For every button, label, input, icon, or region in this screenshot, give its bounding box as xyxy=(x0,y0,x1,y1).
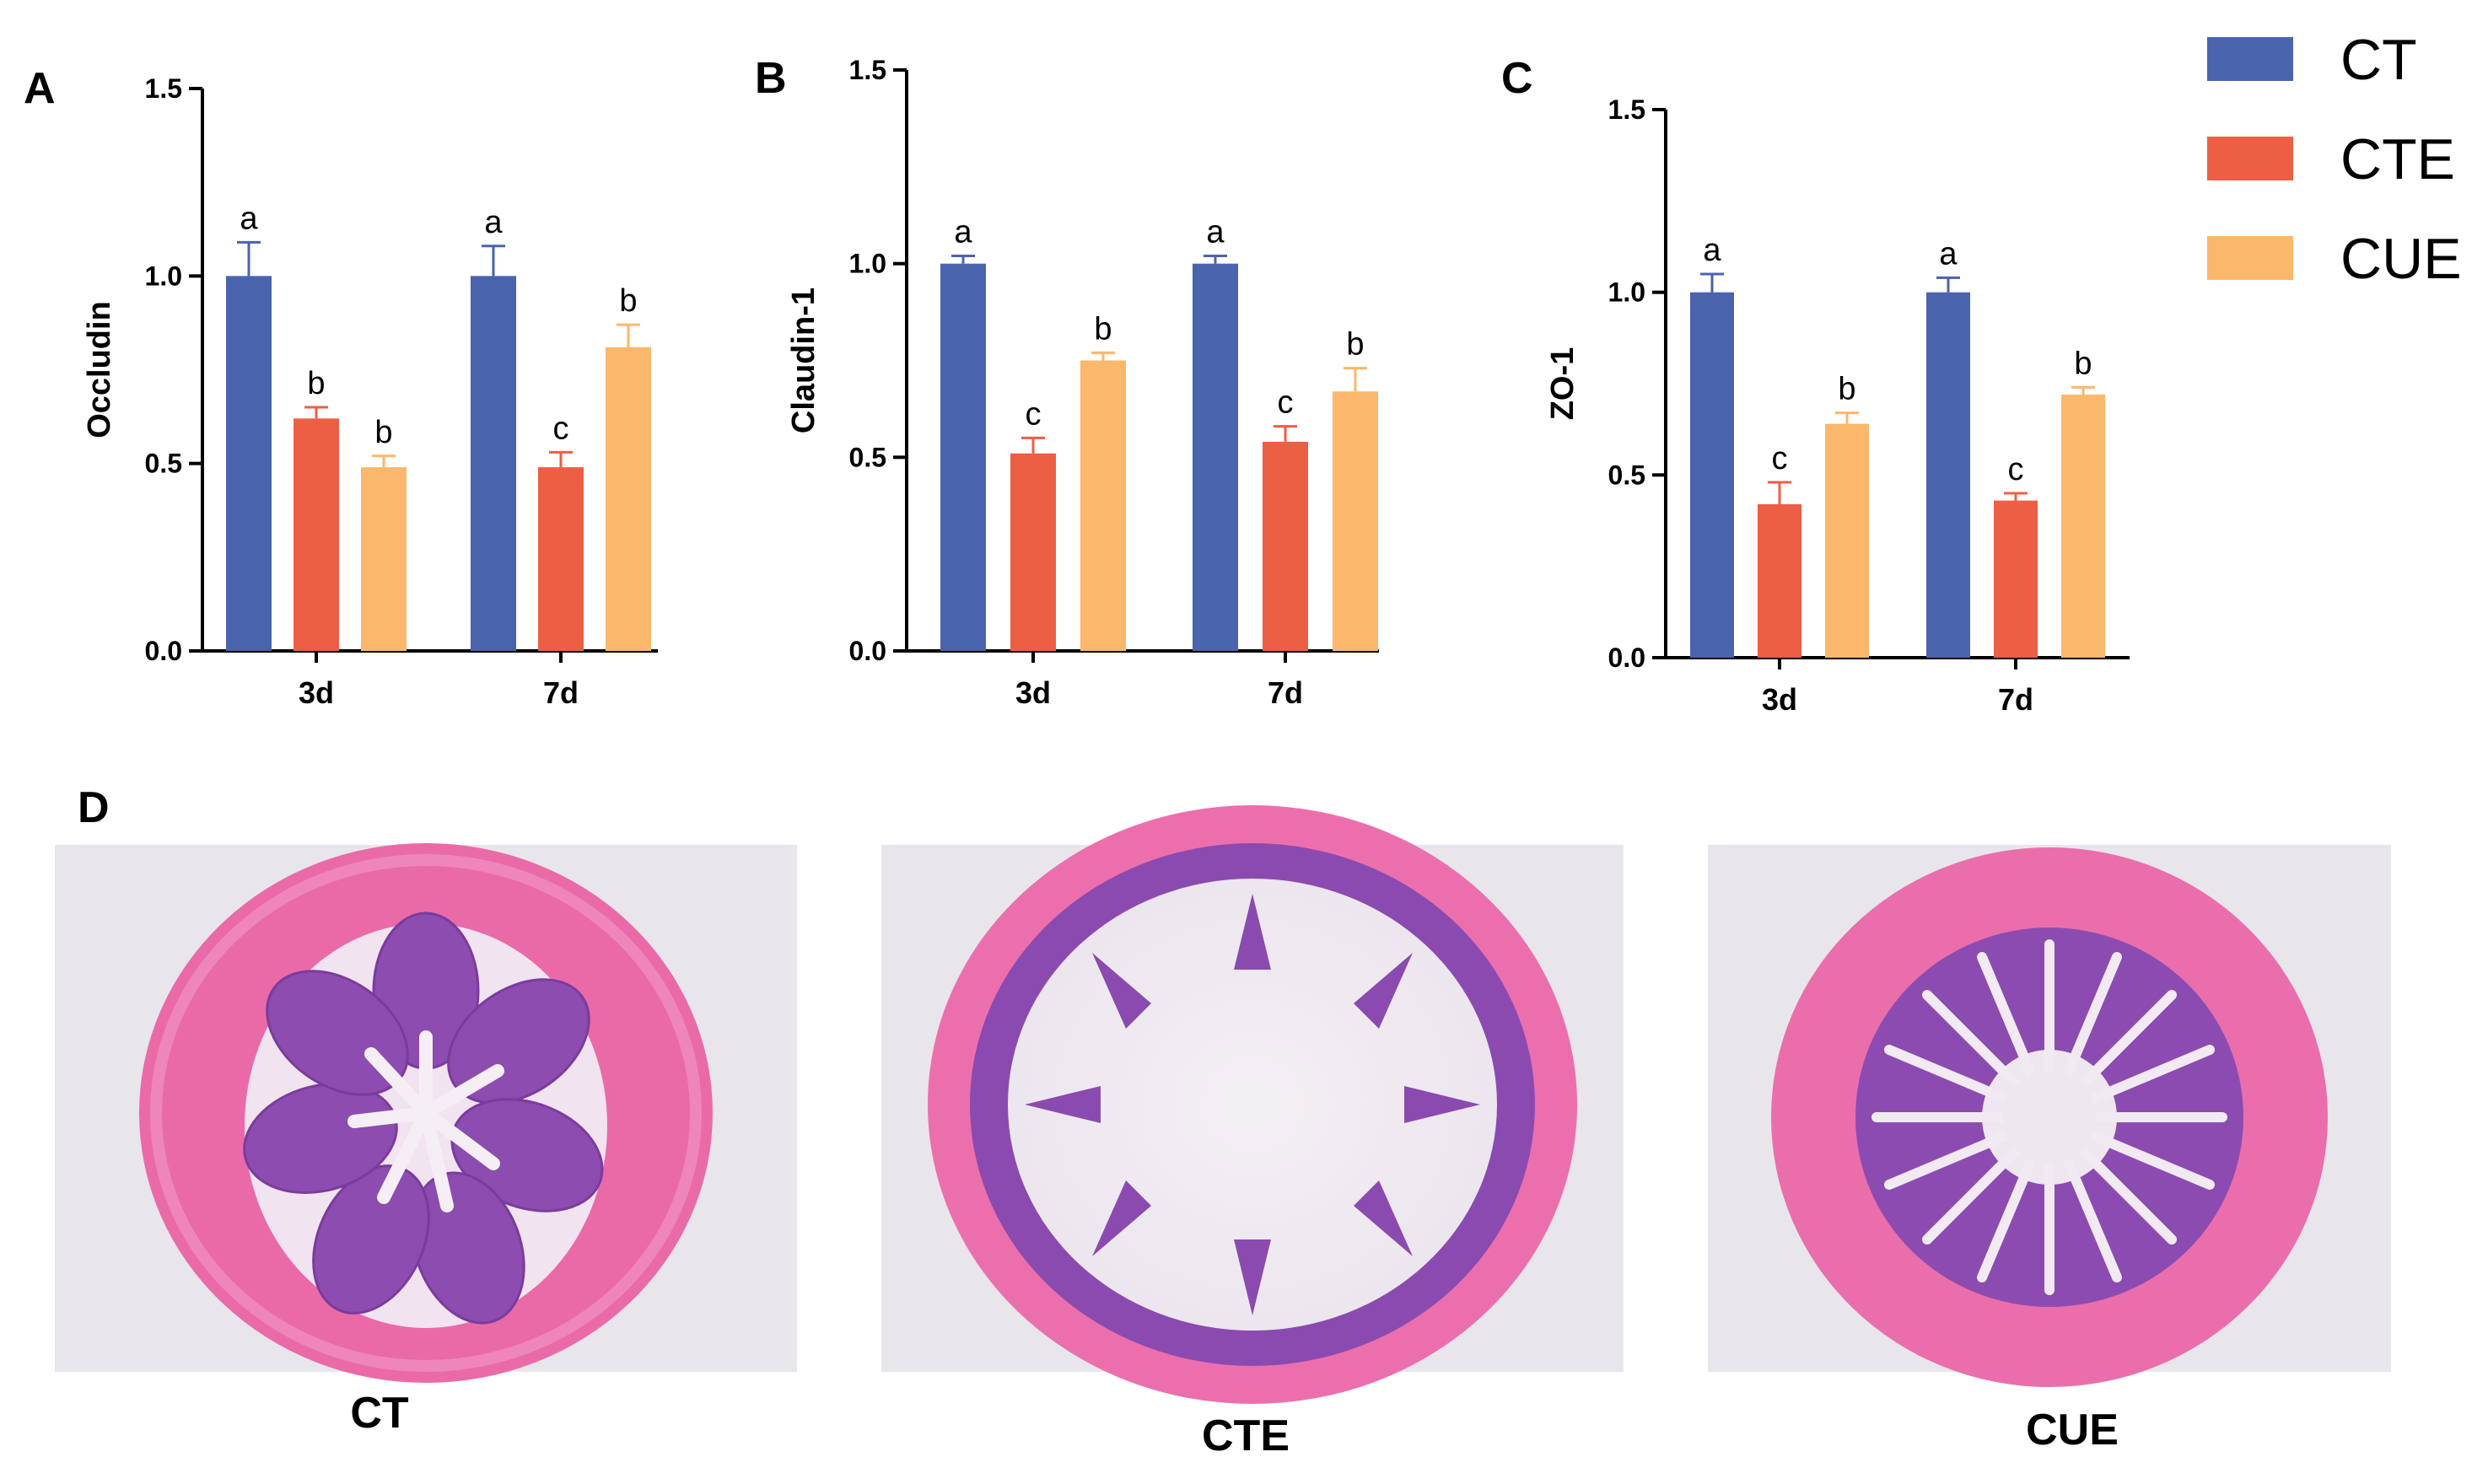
x-tick-label: 3d xyxy=(1015,675,1051,710)
y-tick-label: 0.0 xyxy=(849,636,886,666)
legend-swatch-cte xyxy=(2207,137,2293,180)
legend-swatch-cue xyxy=(2207,236,2293,280)
significance-letter: a xyxy=(240,201,258,236)
bar-ct-3d xyxy=(940,263,986,651)
histology-image-cte xyxy=(881,805,1624,1404)
bar-cue-7d xyxy=(606,347,651,651)
significance-letter: a xyxy=(1206,214,1225,250)
y-tick-label: 0.0 xyxy=(145,636,182,666)
bar-cte-7d xyxy=(1263,441,1308,651)
bar-cte-3d xyxy=(293,418,339,651)
y-tick-label: 0.5 xyxy=(1608,460,1645,490)
significance-letter: c xyxy=(1772,441,1788,476)
significance-letter: b xyxy=(1838,372,1855,407)
bar-ct-3d xyxy=(226,276,272,651)
significance-letter: c xyxy=(2008,452,2024,487)
significance-letter: b xyxy=(2074,346,2092,381)
y-tick-label: 0.0 xyxy=(1608,643,1645,673)
x-tick-label: 3d xyxy=(1762,682,1797,717)
significance-letter: a xyxy=(1703,233,1721,268)
y-axis-label: Occludin xyxy=(82,301,117,438)
bar-cte-3d xyxy=(1758,504,1801,658)
histology-image-cue xyxy=(1708,845,2391,1387)
bar-cue-3d xyxy=(1080,360,1126,651)
legend: CT CTE CUE xyxy=(2207,28,2462,291)
bar-cte-3d xyxy=(1010,453,1056,651)
chart-panel-zo-1: C 0.0 0.5 1.0 1.5 ZO-1 3d a c b 7d a c b xyxy=(1501,54,2130,717)
y-tick-label: 1.5 xyxy=(849,55,886,85)
y-tick-label: 1.0 xyxy=(849,249,886,279)
chart-panel-claudin-1: B 0.0 0.5 1.0 1.5 Claudin-1 3d a c b 7d a c b xyxy=(755,54,1379,710)
bar-ct-7d xyxy=(1193,263,1238,651)
significance-letter: c xyxy=(553,411,569,446)
legend-swatch-ct xyxy=(2207,37,2293,81)
y-axis-label: ZO-1 xyxy=(1545,347,1581,421)
bar-cue-3d xyxy=(361,467,407,651)
y-axis-label: Claudin-1 xyxy=(786,288,821,433)
panel-letter-b: B xyxy=(755,54,787,103)
y-tick-label: 1.0 xyxy=(145,261,182,291)
histology-label-cte: CTE xyxy=(1202,1411,1290,1460)
bar-cte-7d xyxy=(538,467,584,651)
x-tick-label: 3d xyxy=(299,675,334,710)
y-tick-label: 1.5 xyxy=(1608,94,1645,125)
x-tick-label: 7d xyxy=(1998,682,2033,717)
y-tick-label: 1.0 xyxy=(1608,277,1645,308)
panel-letter-a: A xyxy=(24,64,56,113)
bar-cte-7d xyxy=(1994,500,2038,658)
significance-letter: a xyxy=(954,214,972,250)
chart-panel-occludin: A 0.0 0.5 1.0 1.5 Occludin 3d a b b 7d a c b xyxy=(24,64,658,710)
y-tick-label: 0.5 xyxy=(145,449,182,479)
histology-image-ct xyxy=(55,843,797,1383)
y-tick-label: 1.5 xyxy=(145,73,182,104)
histology-label-cue: CUE xyxy=(2026,1406,2119,1454)
bar-ct-3d xyxy=(1690,292,1734,658)
significance-letter: b xyxy=(619,283,637,319)
histology-label-ct: CT xyxy=(350,1389,409,1438)
significance-letter: c xyxy=(1278,385,1294,421)
significance-letter: c xyxy=(1026,396,1042,432)
panel-letter-d: D xyxy=(78,783,110,832)
y-tick-label: 0.5 xyxy=(849,442,886,472)
x-tick-label: 7d xyxy=(543,675,579,710)
bar-cue-7d xyxy=(1333,391,1378,651)
significance-letter: b xyxy=(1094,311,1112,347)
bar-cue-3d xyxy=(1825,423,1869,658)
bar-ct-7d xyxy=(471,276,516,651)
significance-letter: b xyxy=(1346,327,1364,363)
legend-label-cte: CTE xyxy=(2340,127,2455,191)
significance-letter: b xyxy=(307,366,325,401)
legend-label-ct: CT xyxy=(2340,28,2417,92)
significance-letter: a xyxy=(1939,236,1958,272)
bar-ct-7d xyxy=(1926,292,1970,658)
x-tick-label: 7d xyxy=(1268,675,1303,710)
legend-label-cue: CUE xyxy=(2340,227,2462,291)
significance-letter: a xyxy=(484,205,503,240)
significance-letter: b xyxy=(374,415,392,450)
panel-letter-c: C xyxy=(1501,54,1533,103)
bar-cue-7d xyxy=(2061,395,2105,658)
